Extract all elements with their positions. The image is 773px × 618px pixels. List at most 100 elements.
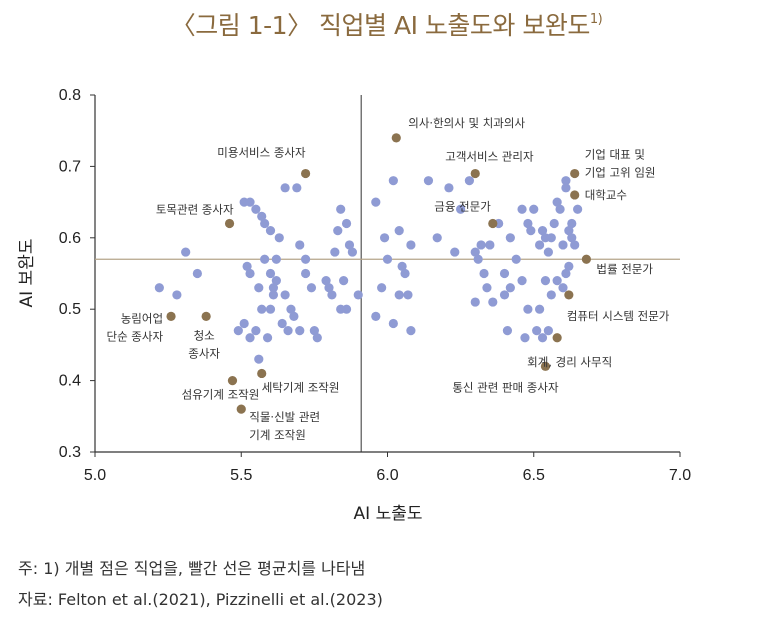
occupation-point (388, 318, 398, 329)
occupation-point (423, 176, 434, 186)
occupation-point (456, 204, 466, 214)
occupation-point (181, 247, 191, 257)
point-label-line: 의사·한의사 및 치과의사 (408, 116, 525, 130)
point-label-line: 종사자 (188, 346, 220, 360)
point-label: 세탁기계 조작원 (262, 380, 340, 394)
occupation-point (400, 268, 410, 279)
x-axis-label: AI 노출도 (354, 504, 423, 524)
occupation-point (517, 276, 527, 286)
point-label: 통신 관련 판매 종사자 (452, 380, 559, 394)
occupation-point (473, 254, 483, 264)
labeled-occupation-point (581, 254, 592, 264)
point-label: 고객서비스 관리자 (445, 150, 534, 164)
occupation-point (292, 183, 302, 193)
occupation-point (573, 204, 583, 214)
point-label: 청소 종사자 (188, 328, 220, 360)
occupation-point (499, 268, 510, 279)
y-tick-label: 0.8 (59, 87, 81, 104)
occupation-point (397, 261, 407, 271)
occupation-point (347, 247, 357, 257)
occupation-point (529, 204, 539, 214)
occupation-point (154, 283, 164, 293)
labeled-occupation-point (391, 133, 401, 143)
point-label-line: 미용서비스 종사자 (217, 146, 306, 160)
occupation-point (382, 254, 393, 264)
x-tick-label: 6.5 (523, 467, 545, 484)
occupation-point (268, 290, 279, 300)
occupation-point (274, 233, 284, 243)
occupation-point (301, 268, 311, 279)
occupation-point (336, 304, 346, 314)
occupation-point (540, 276, 551, 286)
occupation-point (289, 311, 299, 321)
point-label-line: 회계, 경리 사무직 (527, 355, 612, 369)
occupation-point (295, 240, 305, 250)
occupation-point (321, 276, 331, 286)
occupation-point (277, 318, 287, 329)
occupation-point (558, 240, 568, 250)
occupation-point (403, 290, 413, 300)
occupation-point (406, 326, 416, 336)
occupation-point (344, 240, 355, 250)
occupation-point (371, 197, 381, 207)
occupation-point (336, 204, 346, 214)
point-label-line: 섬유기계 조작원 (182, 388, 260, 402)
point-label-line: 단순 종사자 (106, 329, 163, 343)
occupation-point (312, 333, 322, 343)
occupation-point (172, 290, 182, 300)
point-label: 법률 전문가 (596, 262, 653, 276)
occupation-point (567, 218, 577, 229)
occupation-point (517, 204, 527, 214)
occupation-point (245, 268, 255, 279)
x-tick-label: 5.0 (84, 467, 106, 484)
occupation-point (330, 247, 340, 257)
occupation-point (306, 283, 317, 293)
occupation-point (406, 240, 416, 250)
occupation-point (564, 226, 574, 236)
point-label: 토목관련 종사자 (156, 203, 234, 217)
occupation-point (280, 290, 290, 300)
labeled-occupation-point (564, 290, 574, 300)
point-label: 금융 전문가 (434, 200, 491, 214)
y-tick-label: 0.4 (59, 373, 81, 390)
occupation-point (444, 183, 454, 193)
occupation-point (257, 211, 267, 221)
occupation-point (561, 183, 571, 193)
occupation-point (341, 218, 352, 229)
chart-title-text: 〈그림 1-1〉 직업별 AI 노출도와 보완도 (170, 11, 591, 40)
point-label: 대학교수 (585, 188, 627, 202)
occupation-point (353, 290, 363, 300)
occupation-points (154, 176, 583, 364)
occupation-point (479, 268, 489, 279)
occupation-point (245, 197, 255, 207)
point-label: 의사·한의사 및 치과의사 (408, 116, 525, 130)
occupation-point (280, 183, 290, 193)
occupation-point (505, 233, 515, 243)
point-label: 미용서비스 종사자 (217, 146, 306, 160)
labeled-occupation-point (166, 311, 176, 321)
point-label-line: 대학교수 (585, 188, 627, 202)
occupation-point (567, 233, 577, 243)
occupation-point (283, 326, 293, 336)
occupation-point (333, 226, 343, 236)
occupation-point (555, 204, 565, 214)
point-label: 컴퓨터 시스템 전문가 (567, 309, 670, 323)
occupation-point (339, 276, 349, 286)
point-label-line: 기업 대표 및 (585, 148, 645, 162)
occupation-point (309, 326, 319, 336)
point-label-line: 기업 고위 임원 (585, 166, 656, 180)
occupation-point (257, 304, 267, 314)
occupation-point (552, 276, 562, 286)
axis-ticks: 0.3 0.4 0.5 0.6 0.7 0.8 5.0 5.5 6.0 6.5 7.0 (59, 87, 691, 484)
labeled-occupation-point (488, 218, 498, 229)
labeled-occupation-point (570, 168, 580, 179)
occupation-point (379, 233, 390, 243)
occupation-point (546, 290, 556, 300)
occupation-point (470, 297, 480, 307)
occupation-point (251, 204, 261, 214)
point-label-line: 기계 조작원 (249, 428, 306, 442)
point-label-line: 농림어업 (121, 311, 163, 325)
occupation-point (570, 240, 580, 250)
occupation-point (532, 326, 542, 336)
labeled-points (166, 133, 592, 414)
